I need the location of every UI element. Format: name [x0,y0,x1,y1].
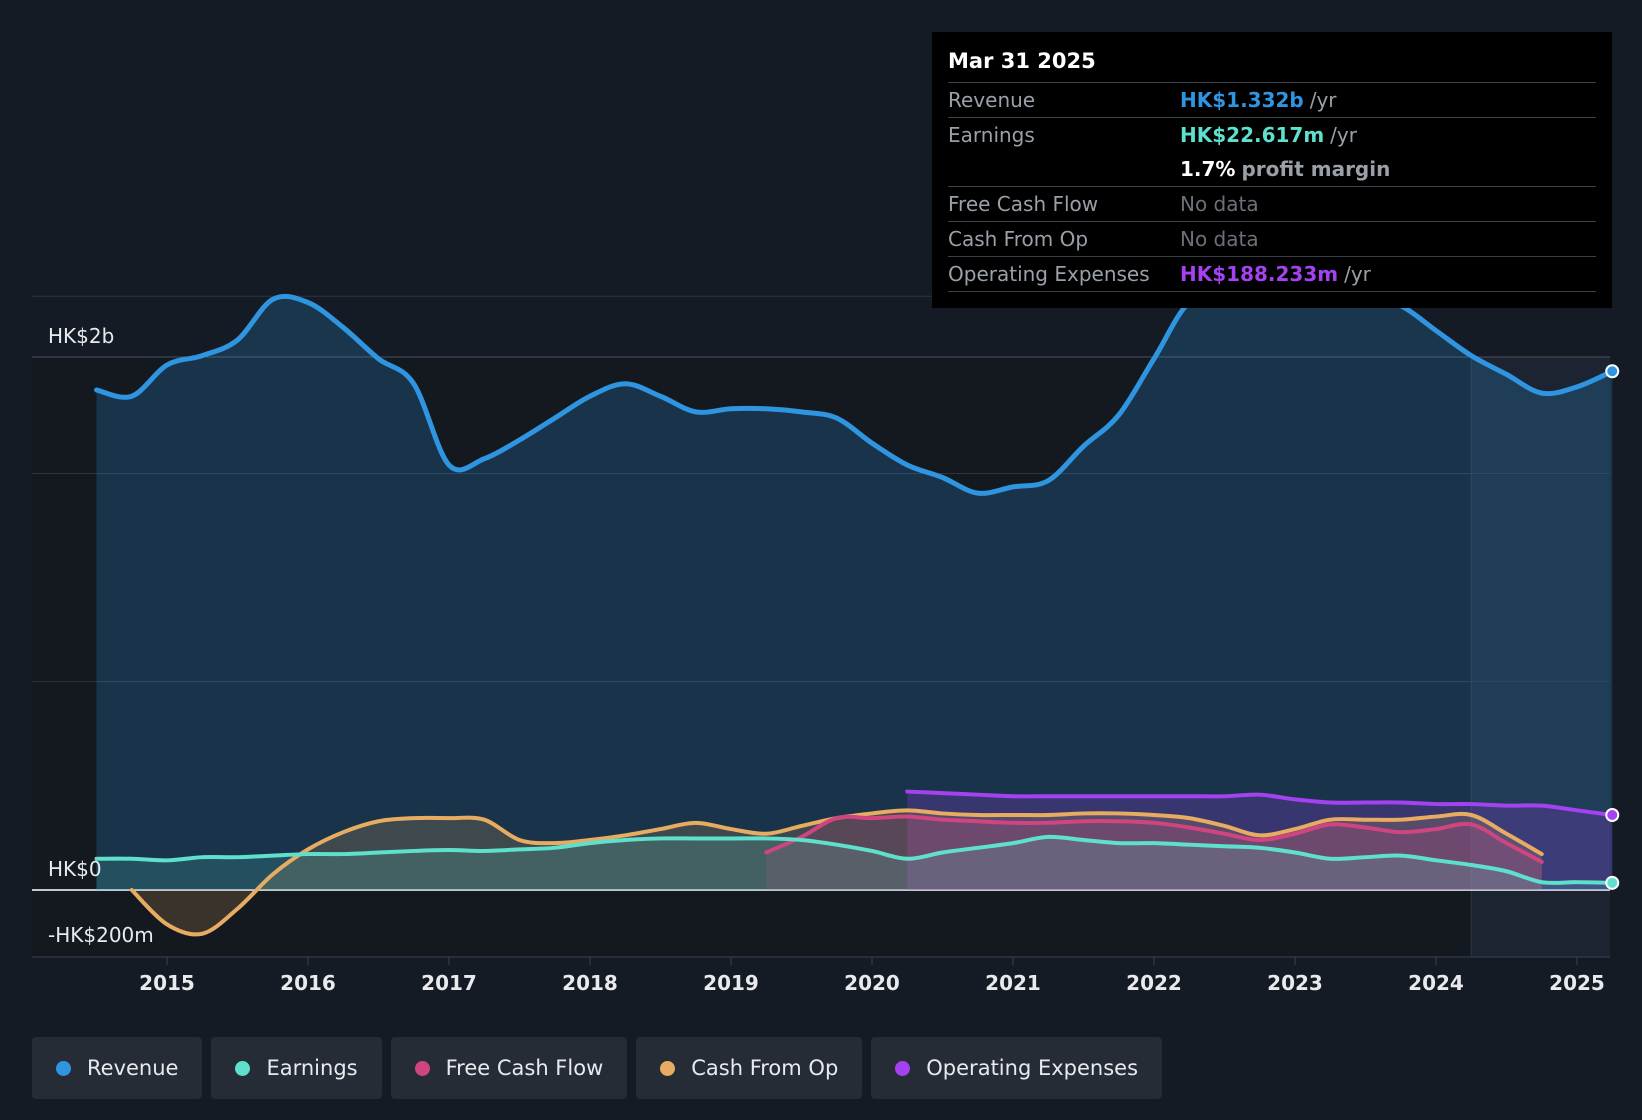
tooltip-fcf-value: No data [1180,192,1259,216]
tooltip-spacer [948,152,1180,186]
tooltip-unit: /yr [1309,88,1337,112]
x-tick-label: 2022 [1126,971,1182,995]
hover-tooltip: Mar 31 2025 Revenue HK$1.332b /yr Earnin… [932,32,1612,308]
tooltip-profit-margin-label: profit margin [1241,157,1391,181]
legend-item-earnings[interactable]: Earnings [211,1037,382,1099]
tooltip-label: Free Cash Flow [948,192,1099,216]
legend-item-operating-expenses[interactable]: Operating Expenses [871,1037,1163,1099]
area-cfo [131,810,1542,935]
x-tick-label: 2019 [703,971,759,995]
tooltip-row-profit-margin: 1.7% profit margin [948,152,1596,187]
tooltip-row-fcf: Free Cash Flow No data [948,187,1596,222]
area-revenue [96,289,1613,890]
area-earnings [96,836,1613,890]
legend-item-revenue[interactable]: Revenue [32,1037,203,1099]
x-tick-label: 2021 [985,971,1041,995]
tooltip-label: Earnings [948,123,1035,147]
legend-dot-icon [895,1060,911,1076]
axis-labels: HK$2b HK$0 -HK$200m 2015 2016 2017 2018 2019 202… [48,324,1605,995]
tooltip-unit: /yr [1344,262,1371,286]
tooltip-unit: /yr [1330,123,1357,147]
tooltip-label: Cash From Op [948,227,1089,251]
marker-earnings [1605,875,1620,890]
tooltip-row-earnings: Earnings HK$22.617m /yr [948,118,1596,152]
tooltip-date: Mar 31 2025 [948,46,1596,83]
legend-label: Revenue [87,1056,179,1080]
line-opex [905,789,1615,817]
series-markers [1605,364,1620,890]
tooltip-row-cfo: Cash From Op No data [948,222,1596,257]
area-fcf [766,816,1542,890]
tooltip-revenue-value: HK$1.332b [1180,88,1304,112]
x-tick-label: 2016 [280,971,336,995]
y-tick-label: HK$0 [48,857,102,881]
legend-dot-icon [235,1060,251,1076]
legend-dot-icon [660,1060,676,1076]
tooltip-profit-margin-value: 1.7% [1180,157,1236,181]
legend-item-free-cash-flow[interactable]: Free Cash Flow [390,1037,628,1099]
legend-dot-icon [56,1060,71,1076]
legend-label: Free Cash Flow [445,1056,604,1080]
legend: Revenue Earnings Free Cash Flow Cash Fro… [32,1037,1163,1099]
tooltip-label: Revenue [948,88,1036,112]
x-tick-label: 2023 [1267,971,1323,995]
legend-label: Earnings [266,1056,358,1080]
marker-revenue [1605,364,1620,379]
forecast-region [1471,357,1610,957]
tooltip-earnings-value: HK$22.617m [1180,123,1325,147]
tooltip-cfo-value: No data [1180,227,1259,251]
x-tick-label: 2024 [1408,971,1464,995]
tooltip-label: Operating Expenses [948,262,1150,286]
tooltip-row-opex: Operating Expenses HK$188.233m /yr [948,257,1596,292]
line-fcf [764,814,1544,864]
y-tick-label: -HK$200m [48,923,154,947]
legend-dot-icon [414,1060,430,1076]
line-earnings [94,834,1615,885]
x-tick-label: 2018 [562,971,618,995]
x-tick-label: 2015 [139,971,195,995]
y-tick-label: HK$2b [48,324,114,348]
legend-item-cash-from-op[interactable]: Cash From Op [636,1037,863,1099]
tooltip-row-revenue: Revenue HK$1.332b /yr [948,83,1596,118]
tooltip-opex-value: HK$188.233m [1180,262,1339,286]
marker-opex [1605,808,1620,822]
legend-label: Operating Expenses [926,1056,1139,1080]
legend-label: Cash From Op [691,1056,839,1080]
series-areas [96,289,1613,935]
x-tick-label: 2025 [1549,971,1605,995]
x-tick-label: 2020 [844,971,900,995]
x-tick-label: 2017 [421,971,477,995]
